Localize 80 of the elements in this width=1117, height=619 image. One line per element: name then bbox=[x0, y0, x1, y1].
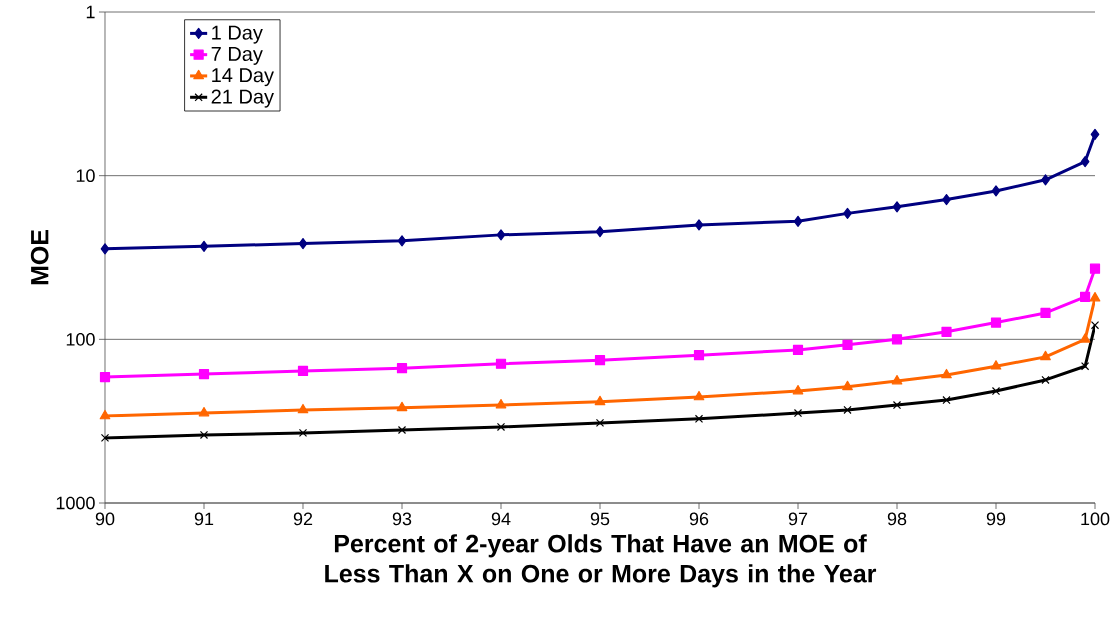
point bbox=[594, 355, 606, 366]
point bbox=[1079, 333, 1091, 343]
point bbox=[991, 185, 1001, 197]
point bbox=[397, 235, 407, 247]
x-tick-label: 100 bbox=[1081, 512, 1110, 526]
x-tick-label: 93 bbox=[392, 512, 412, 526]
point bbox=[595, 226, 605, 238]
point bbox=[297, 365, 309, 377]
point bbox=[1041, 174, 1050, 186]
point bbox=[942, 395, 951, 405]
point bbox=[298, 428, 308, 438]
legend-label: 21 Day bbox=[211, 89, 274, 108]
point bbox=[595, 418, 605, 428]
point bbox=[1080, 362, 1090, 371]
point bbox=[1080, 291, 1091, 302]
point bbox=[941, 368, 952, 379]
point bbox=[792, 344, 804, 355]
point bbox=[1089, 263, 1101, 274]
point bbox=[199, 240, 209, 252]
x-tick-label: 92 bbox=[293, 512, 313, 526]
point bbox=[892, 400, 902, 410]
point bbox=[297, 403, 309, 414]
point bbox=[892, 201, 902, 213]
point bbox=[843, 207, 852, 219]
point bbox=[397, 425, 407, 435]
point bbox=[1040, 307, 1051, 319]
point bbox=[941, 326, 952, 337]
point bbox=[990, 360, 1002, 370]
point bbox=[693, 350, 705, 361]
point bbox=[793, 215, 803, 227]
x-tick-label: 91 bbox=[194, 512, 214, 526]
point bbox=[298, 237, 308, 250]
point bbox=[891, 334, 903, 345]
point bbox=[843, 405, 852, 415]
point bbox=[1041, 375, 1050, 385]
point bbox=[990, 317, 1002, 328]
x-tick-label: 97 bbox=[788, 512, 808, 526]
x-tick-label: 95 bbox=[590, 512, 610, 526]
point bbox=[1040, 350, 1051, 361]
point bbox=[1089, 292, 1101, 302]
x-tick-label: 99 bbox=[986, 512, 1006, 526]
legend-label: 1 Day bbox=[212, 25, 263, 44]
point bbox=[792, 384, 804, 395]
point bbox=[100, 433, 110, 443]
y-tick-label: 1 bbox=[86, 5, 95, 19]
point bbox=[495, 358, 507, 369]
legend-label: 14 Day bbox=[212, 68, 274, 87]
point bbox=[694, 219, 704, 231]
x-axis-title: Percent of 2-year Olds That Have an MOE of Less Than X on One or More Days in the Year bbox=[325, 534, 877, 588]
x-tick-label: 94 bbox=[491, 512, 511, 526]
point bbox=[991, 386, 1001, 396]
point bbox=[100, 243, 110, 255]
point bbox=[693, 390, 705, 401]
point bbox=[396, 401, 408, 412]
point bbox=[1090, 128, 1100, 141]
point bbox=[842, 380, 853, 391]
point bbox=[594, 395, 606, 406]
y-tick-label: 10 bbox=[76, 169, 95, 183]
point bbox=[198, 368, 210, 380]
point bbox=[1080, 155, 1090, 168]
point bbox=[793, 408, 803, 418]
point bbox=[99, 409, 111, 420]
point bbox=[495, 398, 507, 409]
y-tick-label: 100 bbox=[66, 332, 95, 346]
point bbox=[99, 371, 111, 383]
point bbox=[496, 422, 506, 432]
point bbox=[891, 375, 903, 385]
point bbox=[694, 414, 704, 423]
point bbox=[1090, 321, 1100, 330]
point bbox=[496, 229, 506, 241]
point bbox=[198, 406, 210, 417]
x-tick-label: 90 bbox=[95, 512, 115, 526]
point bbox=[842, 339, 853, 350]
x-tick-label: 98 bbox=[887, 512, 907, 526]
y-tick-label: 1000 bbox=[56, 496, 95, 510]
point bbox=[396, 363, 408, 374]
y-axis-title: MOE bbox=[30, 230, 49, 285]
point bbox=[199, 430, 209, 440]
x-tick-label: 96 bbox=[689, 512, 709, 526]
legend-label: 7 Day bbox=[211, 47, 263, 65]
